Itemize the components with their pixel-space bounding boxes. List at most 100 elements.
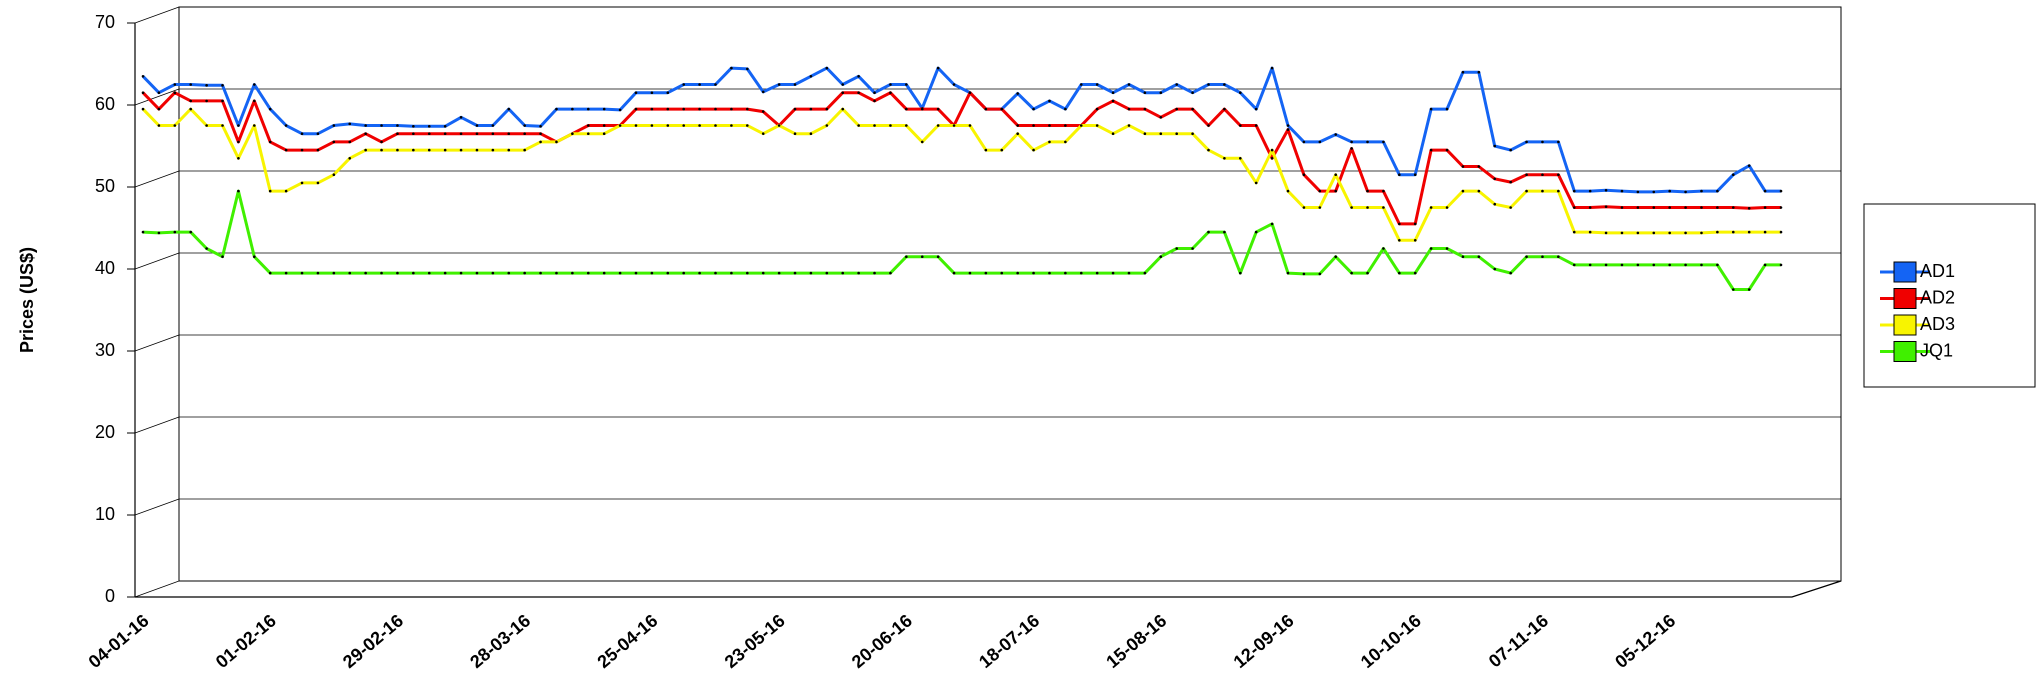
point xyxy=(602,271,606,275)
x-tick-label: 25-04-16 xyxy=(593,610,661,672)
point xyxy=(1652,231,1656,235)
point xyxy=(1716,263,1719,267)
point xyxy=(1493,144,1497,148)
point xyxy=(1032,148,1035,152)
point xyxy=(793,132,797,135)
point xyxy=(507,271,511,275)
point xyxy=(1239,124,1242,127)
point xyxy=(1239,157,1242,160)
point xyxy=(1572,189,1576,193)
point xyxy=(1366,189,1369,193)
point xyxy=(316,181,320,185)
point xyxy=(1286,271,1290,275)
point xyxy=(1159,132,1163,135)
point xyxy=(1779,206,1783,209)
point xyxy=(920,107,924,111)
x-tick-label: 01-02-16 xyxy=(212,610,280,672)
point xyxy=(952,83,956,86)
point xyxy=(1111,91,1115,94)
point xyxy=(841,107,845,111)
point xyxy=(1350,147,1353,150)
point xyxy=(586,132,590,135)
point xyxy=(1509,148,1512,152)
point xyxy=(1684,263,1687,267)
point xyxy=(1382,189,1385,193)
point xyxy=(952,271,956,275)
point xyxy=(1700,189,1703,193)
point xyxy=(1413,271,1417,275)
point xyxy=(730,124,733,127)
point xyxy=(1366,206,1369,209)
point xyxy=(300,132,304,135)
point xyxy=(491,271,495,275)
point xyxy=(205,84,208,87)
point xyxy=(1763,263,1767,267)
point xyxy=(1000,148,1004,152)
point xyxy=(571,271,574,275)
point xyxy=(1127,107,1131,111)
point xyxy=(173,230,177,234)
point xyxy=(1111,99,1115,103)
point xyxy=(889,271,892,275)
floor xyxy=(135,580,1842,598)
point xyxy=(873,124,876,127)
point xyxy=(1398,239,1401,242)
point xyxy=(1731,173,1735,176)
point xyxy=(1382,140,1385,144)
point xyxy=(1493,267,1497,271)
point xyxy=(1366,271,1369,275)
point xyxy=(1731,206,1735,209)
point xyxy=(1382,247,1385,250)
point xyxy=(634,91,638,94)
point xyxy=(1557,255,1560,258)
point xyxy=(1111,271,1115,275)
point xyxy=(968,124,972,127)
point xyxy=(1016,124,1019,127)
point xyxy=(746,124,749,127)
point xyxy=(1779,189,1783,193)
point xyxy=(284,271,288,275)
point xyxy=(1239,271,1242,275)
point xyxy=(1652,206,1656,209)
point xyxy=(1636,206,1640,209)
point xyxy=(237,189,240,193)
point xyxy=(746,107,749,111)
point xyxy=(157,231,161,235)
point xyxy=(253,83,256,86)
point xyxy=(571,132,574,135)
point xyxy=(809,132,813,135)
point xyxy=(1191,91,1194,94)
point xyxy=(1318,206,1322,209)
point xyxy=(1334,255,1338,258)
point xyxy=(253,99,256,103)
point xyxy=(1079,124,1083,127)
point xyxy=(746,67,749,71)
point xyxy=(841,91,845,94)
point xyxy=(1143,132,1147,135)
point xyxy=(507,107,511,111)
point xyxy=(141,107,145,111)
point xyxy=(300,271,304,275)
point xyxy=(873,91,876,94)
point xyxy=(793,83,797,86)
point xyxy=(920,255,924,258)
point xyxy=(1032,124,1035,127)
point xyxy=(1461,255,1465,258)
point xyxy=(523,271,526,275)
point xyxy=(1175,107,1178,111)
point xyxy=(348,157,352,160)
point xyxy=(1223,83,1226,86)
point xyxy=(586,124,590,127)
point xyxy=(857,91,860,94)
point xyxy=(1191,132,1194,135)
point xyxy=(905,83,908,86)
point xyxy=(268,107,272,111)
point xyxy=(1079,271,1083,275)
point xyxy=(714,124,717,127)
point xyxy=(1763,189,1767,193)
point xyxy=(698,83,701,86)
point xyxy=(905,107,908,111)
x-tick-label: 18-07-16 xyxy=(975,610,1043,672)
point xyxy=(666,124,670,127)
point xyxy=(1223,157,1226,160)
